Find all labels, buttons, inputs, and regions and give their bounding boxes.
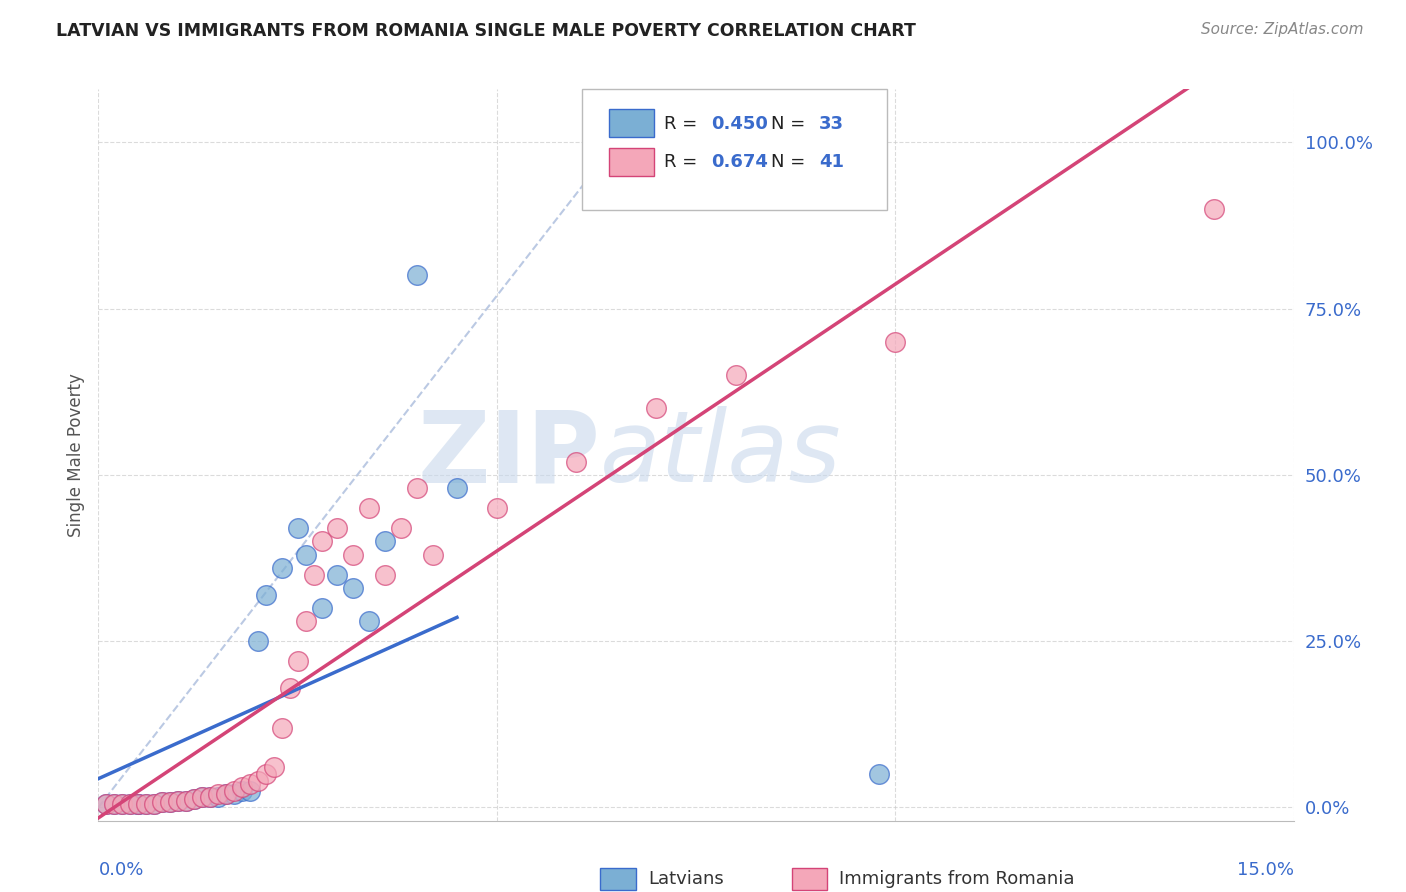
Bar — [792, 868, 827, 890]
Point — [287, 521, 309, 535]
Point — [135, 797, 157, 811]
Point — [150, 795, 173, 809]
Point — [215, 787, 238, 801]
Text: 33: 33 — [820, 114, 844, 133]
Text: atlas: atlas — [600, 407, 842, 503]
Point — [278, 681, 301, 695]
Point — [1202, 202, 1225, 216]
Point — [374, 567, 396, 582]
Point — [254, 767, 277, 781]
Point — [239, 783, 262, 797]
Point — [326, 521, 349, 535]
Point — [198, 790, 221, 805]
Point — [359, 501, 381, 516]
Text: LATVIAN VS IMMIGRANTS FROM ROMANIA SINGLE MALE POVERTY CORRELATION CHART: LATVIAN VS IMMIGRANTS FROM ROMANIA SINGL… — [56, 22, 917, 40]
Point — [311, 600, 333, 615]
Text: 41: 41 — [820, 153, 844, 171]
Point — [246, 773, 269, 788]
Point — [174, 794, 197, 808]
Text: N =: N = — [772, 114, 811, 133]
Text: Immigrants from Romania: Immigrants from Romania — [839, 871, 1074, 888]
Point — [183, 792, 205, 806]
Point — [143, 797, 166, 811]
Point — [167, 794, 190, 808]
Point — [724, 368, 747, 383]
Point — [406, 481, 429, 495]
Point — [174, 794, 197, 808]
Point — [485, 501, 508, 516]
Point — [120, 797, 142, 811]
Point — [215, 787, 238, 801]
Point — [127, 797, 149, 811]
Point — [884, 334, 907, 349]
Point — [294, 548, 316, 562]
Point — [270, 721, 292, 735]
Point — [120, 797, 142, 811]
Bar — [609, 148, 654, 176]
Point — [222, 783, 245, 797]
Point — [222, 787, 245, 801]
Text: 15.0%: 15.0% — [1236, 861, 1294, 879]
Point — [254, 588, 277, 602]
Point — [96, 797, 118, 811]
Text: R =: R = — [664, 114, 703, 133]
Point — [159, 795, 181, 809]
Text: Source: ZipAtlas.com: Source: ZipAtlas.com — [1201, 22, 1364, 37]
Point — [287, 654, 309, 668]
Point — [191, 790, 214, 805]
Point — [246, 634, 269, 648]
Point — [207, 787, 229, 801]
Point — [127, 797, 149, 811]
Text: R =: R = — [664, 153, 703, 171]
Point — [103, 797, 125, 811]
Point — [311, 534, 333, 549]
Text: 0.674: 0.674 — [711, 153, 769, 171]
Point — [868, 767, 890, 781]
Point — [231, 783, 253, 797]
Point — [645, 401, 668, 416]
Point — [294, 614, 316, 628]
Point — [231, 780, 253, 795]
Point — [183, 792, 205, 806]
Text: ZIP: ZIP — [418, 407, 600, 503]
Text: N =: N = — [772, 153, 811, 171]
Point — [135, 797, 157, 811]
Text: 0.450: 0.450 — [711, 114, 769, 133]
Y-axis label: Single Male Poverty: Single Male Poverty — [66, 373, 84, 537]
Point — [302, 567, 325, 582]
Point — [565, 454, 588, 468]
Point — [103, 797, 125, 811]
Bar — [609, 109, 654, 136]
Point — [127, 797, 149, 811]
Point — [374, 534, 396, 549]
Point — [207, 790, 229, 805]
Point — [111, 797, 134, 811]
Point — [406, 268, 429, 283]
Point — [111, 797, 134, 811]
Point — [191, 790, 214, 805]
Point — [446, 481, 468, 495]
Point — [326, 567, 349, 582]
Point — [96, 797, 118, 811]
Point — [342, 548, 364, 562]
Point — [422, 548, 444, 562]
Bar — [600, 868, 637, 890]
Point — [167, 794, 190, 808]
Text: 0.0%: 0.0% — [98, 861, 143, 879]
Point — [239, 777, 262, 791]
FancyBboxPatch shape — [582, 89, 887, 210]
Point — [342, 581, 364, 595]
Point — [270, 561, 292, 575]
Point — [143, 797, 166, 811]
Point — [150, 795, 173, 809]
Point — [198, 790, 221, 805]
Point — [359, 614, 381, 628]
Point — [159, 795, 181, 809]
Point — [263, 760, 285, 774]
Text: Latvians: Latvians — [648, 871, 724, 888]
Point — [389, 521, 412, 535]
